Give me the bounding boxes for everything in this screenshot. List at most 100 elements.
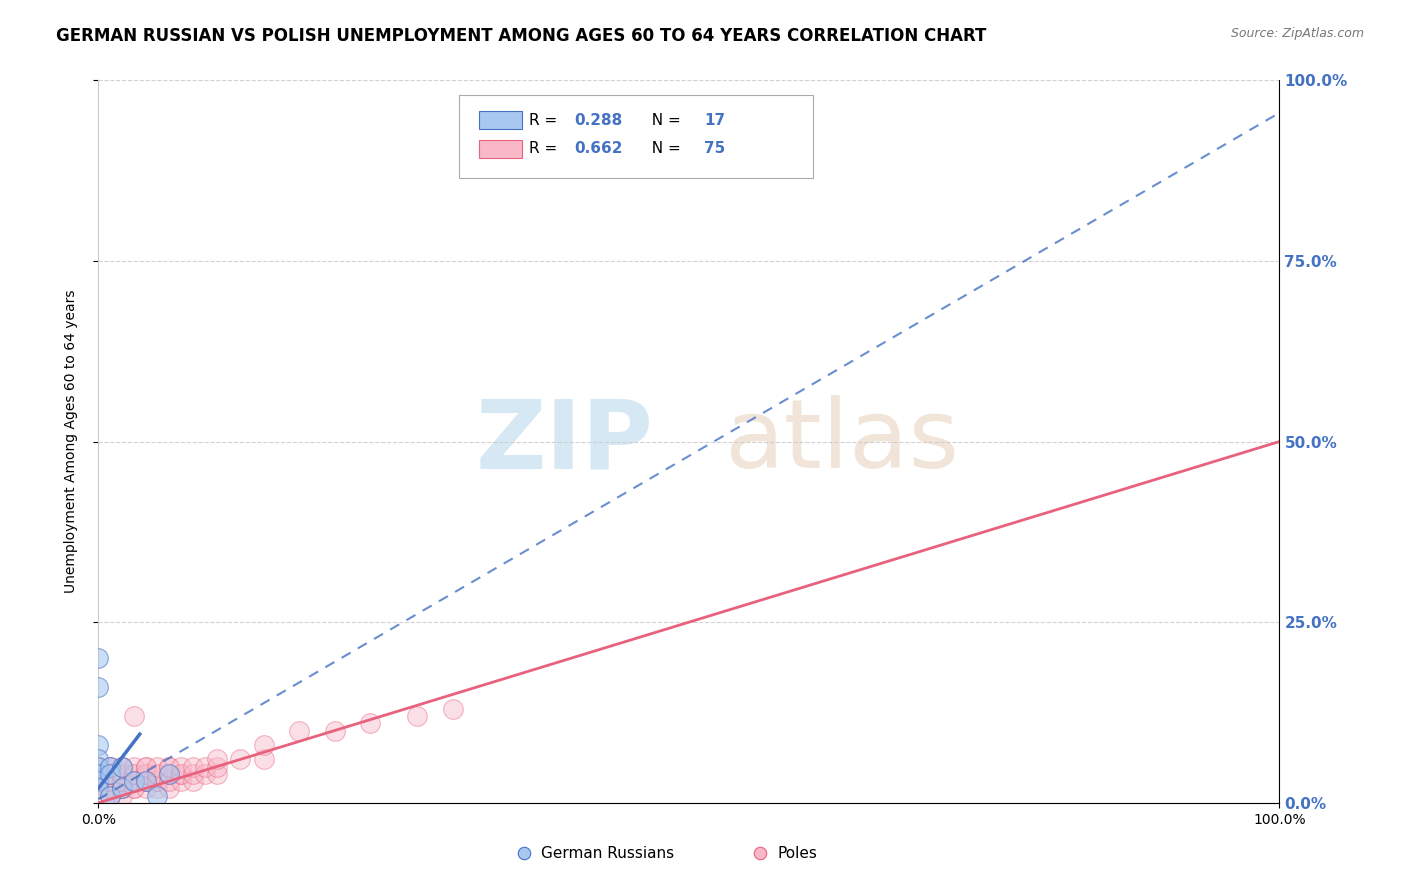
- Point: [111, 774, 134, 789]
- Point: [146, 781, 169, 796]
- Point: [146, 774, 169, 789]
- Point: [441, 702, 464, 716]
- Point: [87, 774, 110, 789]
- Point: [122, 767, 145, 781]
- Point: [512, 847, 534, 861]
- FancyBboxPatch shape: [478, 111, 523, 129]
- Point: [98, 767, 121, 781]
- Text: R =: R =: [530, 142, 562, 156]
- Point: [170, 774, 193, 789]
- Text: N =: N =: [641, 112, 685, 128]
- Point: [135, 760, 157, 774]
- Point: [87, 774, 110, 789]
- Point: [122, 774, 145, 789]
- Point: [205, 752, 228, 766]
- Point: [135, 774, 157, 789]
- Point: [122, 781, 145, 796]
- Point: [122, 767, 145, 781]
- Text: atlas: atlas: [724, 395, 959, 488]
- Point: [181, 760, 204, 774]
- Point: [122, 774, 145, 789]
- Point: [194, 760, 217, 774]
- Point: [146, 767, 169, 781]
- Point: [98, 774, 121, 789]
- Point: [135, 774, 157, 789]
- Point: [229, 752, 252, 766]
- Point: [87, 752, 110, 766]
- Point: [111, 760, 134, 774]
- FancyBboxPatch shape: [458, 95, 813, 178]
- Point: [98, 789, 121, 803]
- Point: [253, 752, 276, 766]
- Point: [111, 760, 134, 774]
- Point: [87, 760, 110, 774]
- Text: N =: N =: [641, 142, 685, 156]
- Point: [111, 789, 134, 803]
- FancyBboxPatch shape: [478, 139, 523, 158]
- Point: [146, 767, 169, 781]
- Point: [323, 723, 346, 738]
- Point: [146, 789, 169, 803]
- Point: [157, 774, 180, 789]
- Point: [111, 781, 134, 796]
- Point: [135, 767, 157, 781]
- Point: [87, 781, 110, 796]
- Point: [157, 781, 180, 796]
- Point: [87, 651, 110, 665]
- Point: [87, 774, 110, 789]
- Point: [748, 847, 770, 861]
- Point: [359, 716, 381, 731]
- Text: Source: ZipAtlas.com: Source: ZipAtlas.com: [1230, 27, 1364, 40]
- Point: [170, 767, 193, 781]
- Point: [111, 774, 134, 789]
- Point: [87, 760, 110, 774]
- Point: [87, 680, 110, 694]
- Point: [98, 789, 121, 803]
- Point: [122, 774, 145, 789]
- Point: [98, 767, 121, 781]
- Point: [253, 738, 276, 752]
- Point: [98, 789, 121, 803]
- Text: Poles: Poles: [778, 846, 817, 861]
- Point: [205, 767, 228, 781]
- Point: [122, 781, 145, 796]
- Point: [111, 767, 134, 781]
- Point: [111, 760, 134, 774]
- Point: [111, 767, 134, 781]
- Point: [87, 767, 110, 781]
- Point: [87, 760, 110, 774]
- Point: [157, 760, 180, 774]
- Point: [111, 781, 134, 796]
- Point: [181, 767, 204, 781]
- Point: [87, 781, 110, 796]
- Text: R =: R =: [530, 112, 562, 128]
- Point: [98, 760, 121, 774]
- Point: [98, 760, 121, 774]
- Text: ZIP: ZIP: [475, 395, 654, 488]
- Point: [406, 709, 429, 723]
- Text: GERMAN RUSSIAN VS POLISH UNEMPLOYMENT AMONG AGES 60 TO 64 YEARS CORRELATION CHAR: GERMAN RUSSIAN VS POLISH UNEMPLOYMENT AM…: [56, 27, 987, 45]
- Point: [157, 767, 180, 781]
- Point: [288, 723, 311, 738]
- Point: [181, 774, 204, 789]
- Point: [146, 774, 169, 789]
- Point: [146, 760, 169, 774]
- Text: 17: 17: [704, 112, 725, 128]
- Point: [98, 774, 121, 789]
- Point: [194, 767, 217, 781]
- Point: [205, 760, 228, 774]
- Text: 0.662: 0.662: [575, 142, 623, 156]
- Point: [157, 760, 180, 774]
- Point: [135, 781, 157, 796]
- Point: [135, 760, 157, 774]
- Point: [87, 738, 110, 752]
- Point: [135, 767, 157, 781]
- Point: [87, 781, 110, 796]
- Point: [135, 774, 157, 789]
- Point: [98, 781, 121, 796]
- Point: [98, 781, 121, 796]
- Point: [98, 760, 121, 774]
- Text: 75: 75: [704, 142, 725, 156]
- Point: [87, 781, 110, 796]
- Point: [87, 774, 110, 789]
